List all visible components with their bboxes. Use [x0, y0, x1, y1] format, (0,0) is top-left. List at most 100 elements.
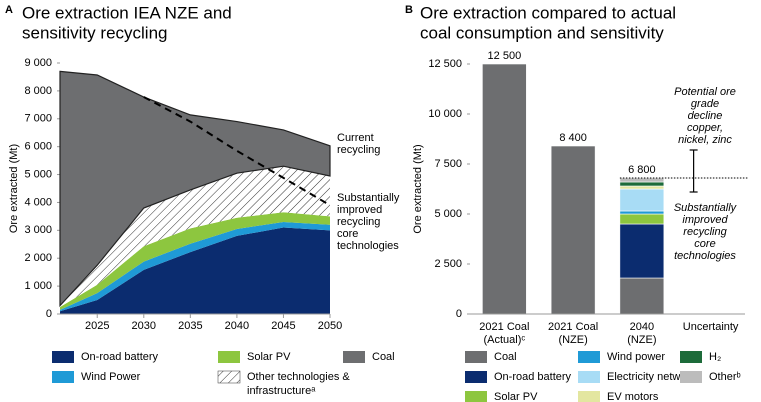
chart-title: sensitivity recycling — [22, 23, 168, 42]
legend-swatch — [578, 391, 600, 402]
legend-swatch — [680, 371, 702, 383]
y-tick-label: 12 500 — [428, 58, 462, 70]
legend-label: Solar PV — [247, 351, 291, 363]
annotation: copper, — [687, 122, 723, 134]
bar — [619, 277, 665, 315]
bar — [619, 181, 665, 187]
y-tick-label: 8 000 — [24, 85, 52, 97]
x-tick-label: 2021 Coal — [548, 321, 598, 333]
x-tick-label: 2025 — [85, 320, 109, 332]
x-tick-label: 2045 — [271, 320, 295, 332]
x-tick-label: 2050 — [318, 320, 342, 332]
annotation: technologies — [337, 240, 399, 252]
legend-label: Coal — [494, 351, 517, 363]
y-tick-label: 0 — [46, 308, 52, 320]
x-tick-label: Uncertainty — [683, 321, 739, 333]
annotation: recycling — [683, 226, 727, 238]
annotation: Substantially — [337, 192, 400, 204]
x-tick-label: 2040 — [225, 320, 249, 332]
legend-line: Other technologies & — [247, 371, 353, 383]
legend-label: H₂ — [709, 351, 721, 363]
area — [60, 221, 330, 312]
x-tick-label: (NZE) — [627, 334, 656, 346]
legend-label: EV motors — [607, 391, 659, 402]
legend-swatch — [465, 371, 487, 383]
bar — [619, 213, 665, 225]
annotation: grade — [691, 98, 719, 110]
y-tick-label: 4 000 — [24, 196, 52, 208]
y-tick-label: 9 000 — [24, 57, 52, 69]
legend-label: Wind power — [607, 351, 665, 363]
total-label: 8 400 — [559, 132, 587, 144]
y-tick-label: 6 000 — [24, 141, 52, 153]
bar — [619, 223, 665, 279]
annotation: Substantially — [674, 202, 738, 214]
x-tick-label: (Actual)ᶜ — [483, 334, 525, 346]
legend-swatch — [52, 351, 74, 363]
annotation: technologies — [674, 250, 736, 262]
x-tick-label: (NZE) — [558, 334, 587, 346]
legend-swatch — [465, 391, 487, 402]
y-tick-label: 2 000 — [24, 252, 52, 264]
area — [60, 212, 330, 310]
y-tick-label: 5 000 — [24, 168, 52, 180]
legend-label: On-road battery — [81, 351, 159, 363]
area — [59, 70, 331, 308]
total-label: 6 800 — [628, 164, 656, 176]
legend-swatch — [343, 351, 365, 363]
bar — [619, 177, 665, 183]
y-tick-label: 10 000 — [428, 108, 462, 120]
bar — [619, 210, 665, 215]
y-tick-label: 5 000 — [434, 208, 462, 220]
x-tick-label: 2030 — [132, 320, 156, 332]
legend-label: Otherᵇ — [709, 371, 741, 383]
annotation: improved — [682, 214, 728, 226]
y-tick-label: 7 000 — [24, 113, 52, 125]
y-tick-label: 0 — [456, 308, 462, 320]
annotation: recycling — [337, 216, 380, 228]
area — [60, 166, 330, 308]
legend-swatch — [218, 351, 240, 363]
panel-label: A — [5, 4, 13, 16]
annotation: Potential ore — [674, 86, 736, 98]
chart-title: Ore extraction IEA NZE and — [22, 3, 232, 22]
y-tick-label: 3 000 — [24, 224, 52, 236]
chart-title: coal consumption and sensitivity — [420, 23, 664, 42]
legend-swatch — [578, 351, 600, 363]
legend-swatch — [680, 351, 702, 363]
annotation: core — [694, 238, 715, 250]
y-axis-label: Ore extracted (Mt) — [412, 144, 424, 233]
annotation: core — [337, 228, 358, 240]
total-label: 12 500 — [488, 50, 522, 62]
annotation: Current — [337, 132, 374, 144]
annotation: decline — [688, 110, 723, 122]
panel-label: B — [405, 4, 413, 16]
bar — [482, 63, 527, 315]
legend-swatch — [465, 351, 487, 363]
y-tick-label: 7 500 — [434, 158, 462, 170]
x-tick-label: 2040 — [630, 321, 654, 333]
legend-label: Solar PV — [494, 391, 538, 402]
y-axis-label: Ore extracted (Mt) — [8, 144, 20, 233]
bar — [550, 145, 596, 315]
legend-label: Electricity networks — [607, 371, 702, 383]
y-tick-label: 2 500 — [434, 258, 462, 270]
bar — [619, 185, 665, 190]
legend-swatch — [578, 371, 600, 383]
x-tick-label: 2021 Coal — [479, 321, 529, 333]
annotation: nickel, zinc — [678, 134, 732, 146]
legend-label: Wind Power — [81, 371, 141, 383]
legend-swatch — [217, 370, 241, 384]
chart-title: Ore extraction compared to actual — [420, 3, 676, 22]
area — [60, 227, 330, 314]
legend-swatch — [52, 371, 74, 383]
legend-label: Coal — [372, 351, 395, 363]
annotation: recycling — [337, 144, 380, 156]
legend-label: On-road battery — [494, 371, 572, 383]
annotation: improved — [337, 204, 382, 216]
bar — [619, 188, 665, 212]
legend-line: infrastructureᵃ — [247, 385, 316, 397]
y-tick-label: 1 000 — [24, 280, 52, 292]
x-tick-label: 2035 — [178, 320, 202, 332]
